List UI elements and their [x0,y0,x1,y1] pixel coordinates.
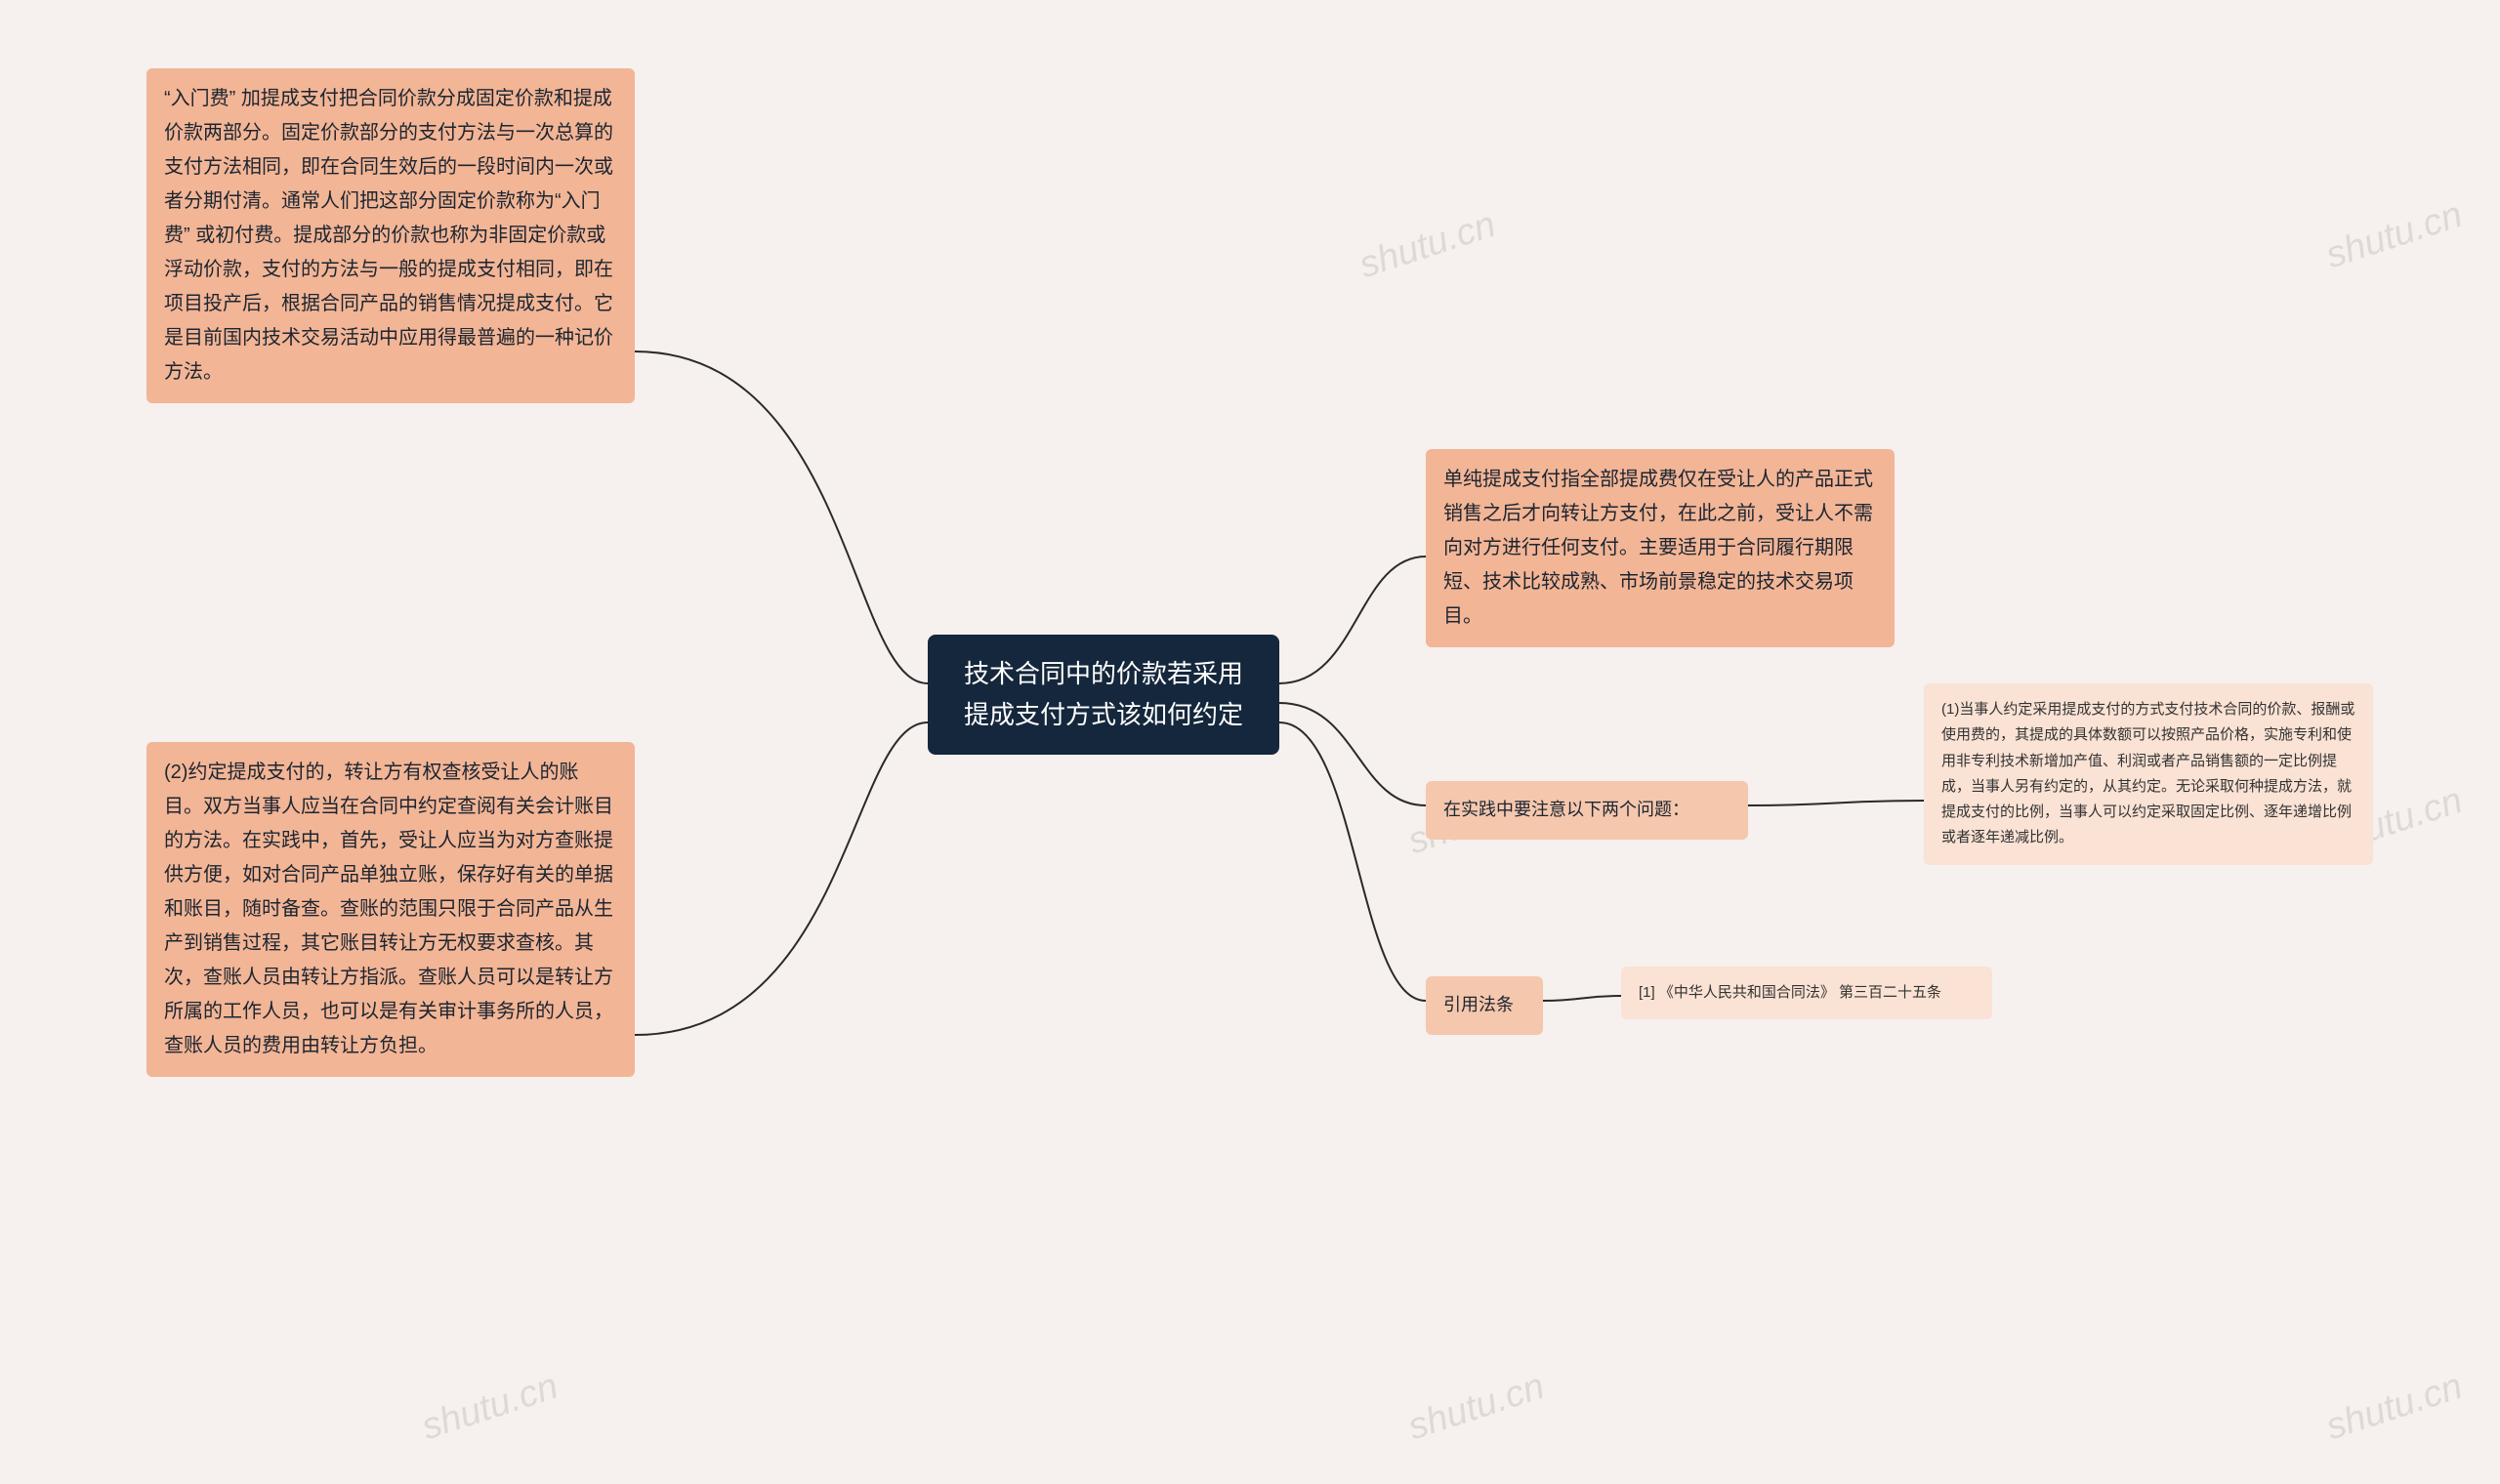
edge-central-r2 [1279,703,1426,805]
branch-right-1-text: 单纯提成支付指全部提成费仅在受让人的产品正式销售之后才向转让方支付，在此之前，受… [1443,469,1873,627]
watermark: shutu.cn [417,1366,563,1449]
branch-right-2-text: 在实践中要注意以下两个问题： [1443,800,1689,819]
branch-left-2[interactable]: (2)约定提成支付的，转让方有权查核受让人的账目。双方当事人应当在合同中约定查阅… [146,742,635,1077]
edge-central-r1 [1279,556,1426,683]
watermark: shutu.cn [2321,194,2468,277]
branch-left-1-text: “入门费” 加提成支付把合同价款分成固定价款和提成价款两部分。固定价款部分的支付… [164,88,613,383]
branch-right-3-detail[interactable]: [1] 《中华人民共和国合同法》 第三百二十五条 [1621,967,1992,1019]
edge-central-r3 [1279,722,1426,1001]
edge-r2-child [1748,801,1924,805]
central-line1: 技术合同中的价款若采用 [955,654,1252,695]
branch-right-2[interactable]: 在实践中要注意以下两个问题： [1426,781,1748,840]
central-line2: 提成支付方式该如何约定 [955,695,1252,736]
watermark: shutu.cn [2321,1366,2468,1449]
edge-r3-child [1543,996,1621,1001]
edge-central-left1 [635,351,928,683]
branch-right-2-detail-text: (1)当事人约定采用提成支付的方式支付技术合同的价款、报酬或使用费的，其提成的具… [1941,701,2354,845]
watermark: shutu.cn [1354,204,1501,287]
branch-left-1[interactable]: “入门费” 加提成支付把合同价款分成固定价款和提成价款两部分。固定价款部分的支付… [146,68,635,403]
edge-central-left2 [635,722,928,1035]
watermark: shutu.cn [1403,1366,1550,1449]
branch-left-2-text: (2)约定提成支付的，转让方有权查核受让人的账目。双方当事人应当在合同中约定查阅… [164,762,613,1056]
branch-right-3-detail-text: [1] 《中华人民共和国合同法》 第三百二十五条 [1639,984,1941,1001]
branch-right-3[interactable]: 引用法条 [1426,976,1543,1035]
central-topic[interactable]: 技术合同中的价款若采用 提成支付方式该如何约定 [928,635,1279,755]
branch-right-2-detail[interactable]: (1)当事人约定采用提成支付的方式支付技术合同的价款、报酬或使用费的，其提成的具… [1924,683,2373,865]
branch-right-1[interactable]: 单纯提成支付指全部提成费仅在受让人的产品正式销售之后才向转让方支付，在此之前，受… [1426,449,1895,647]
branch-right-3-text: 引用法条 [1443,995,1514,1014]
